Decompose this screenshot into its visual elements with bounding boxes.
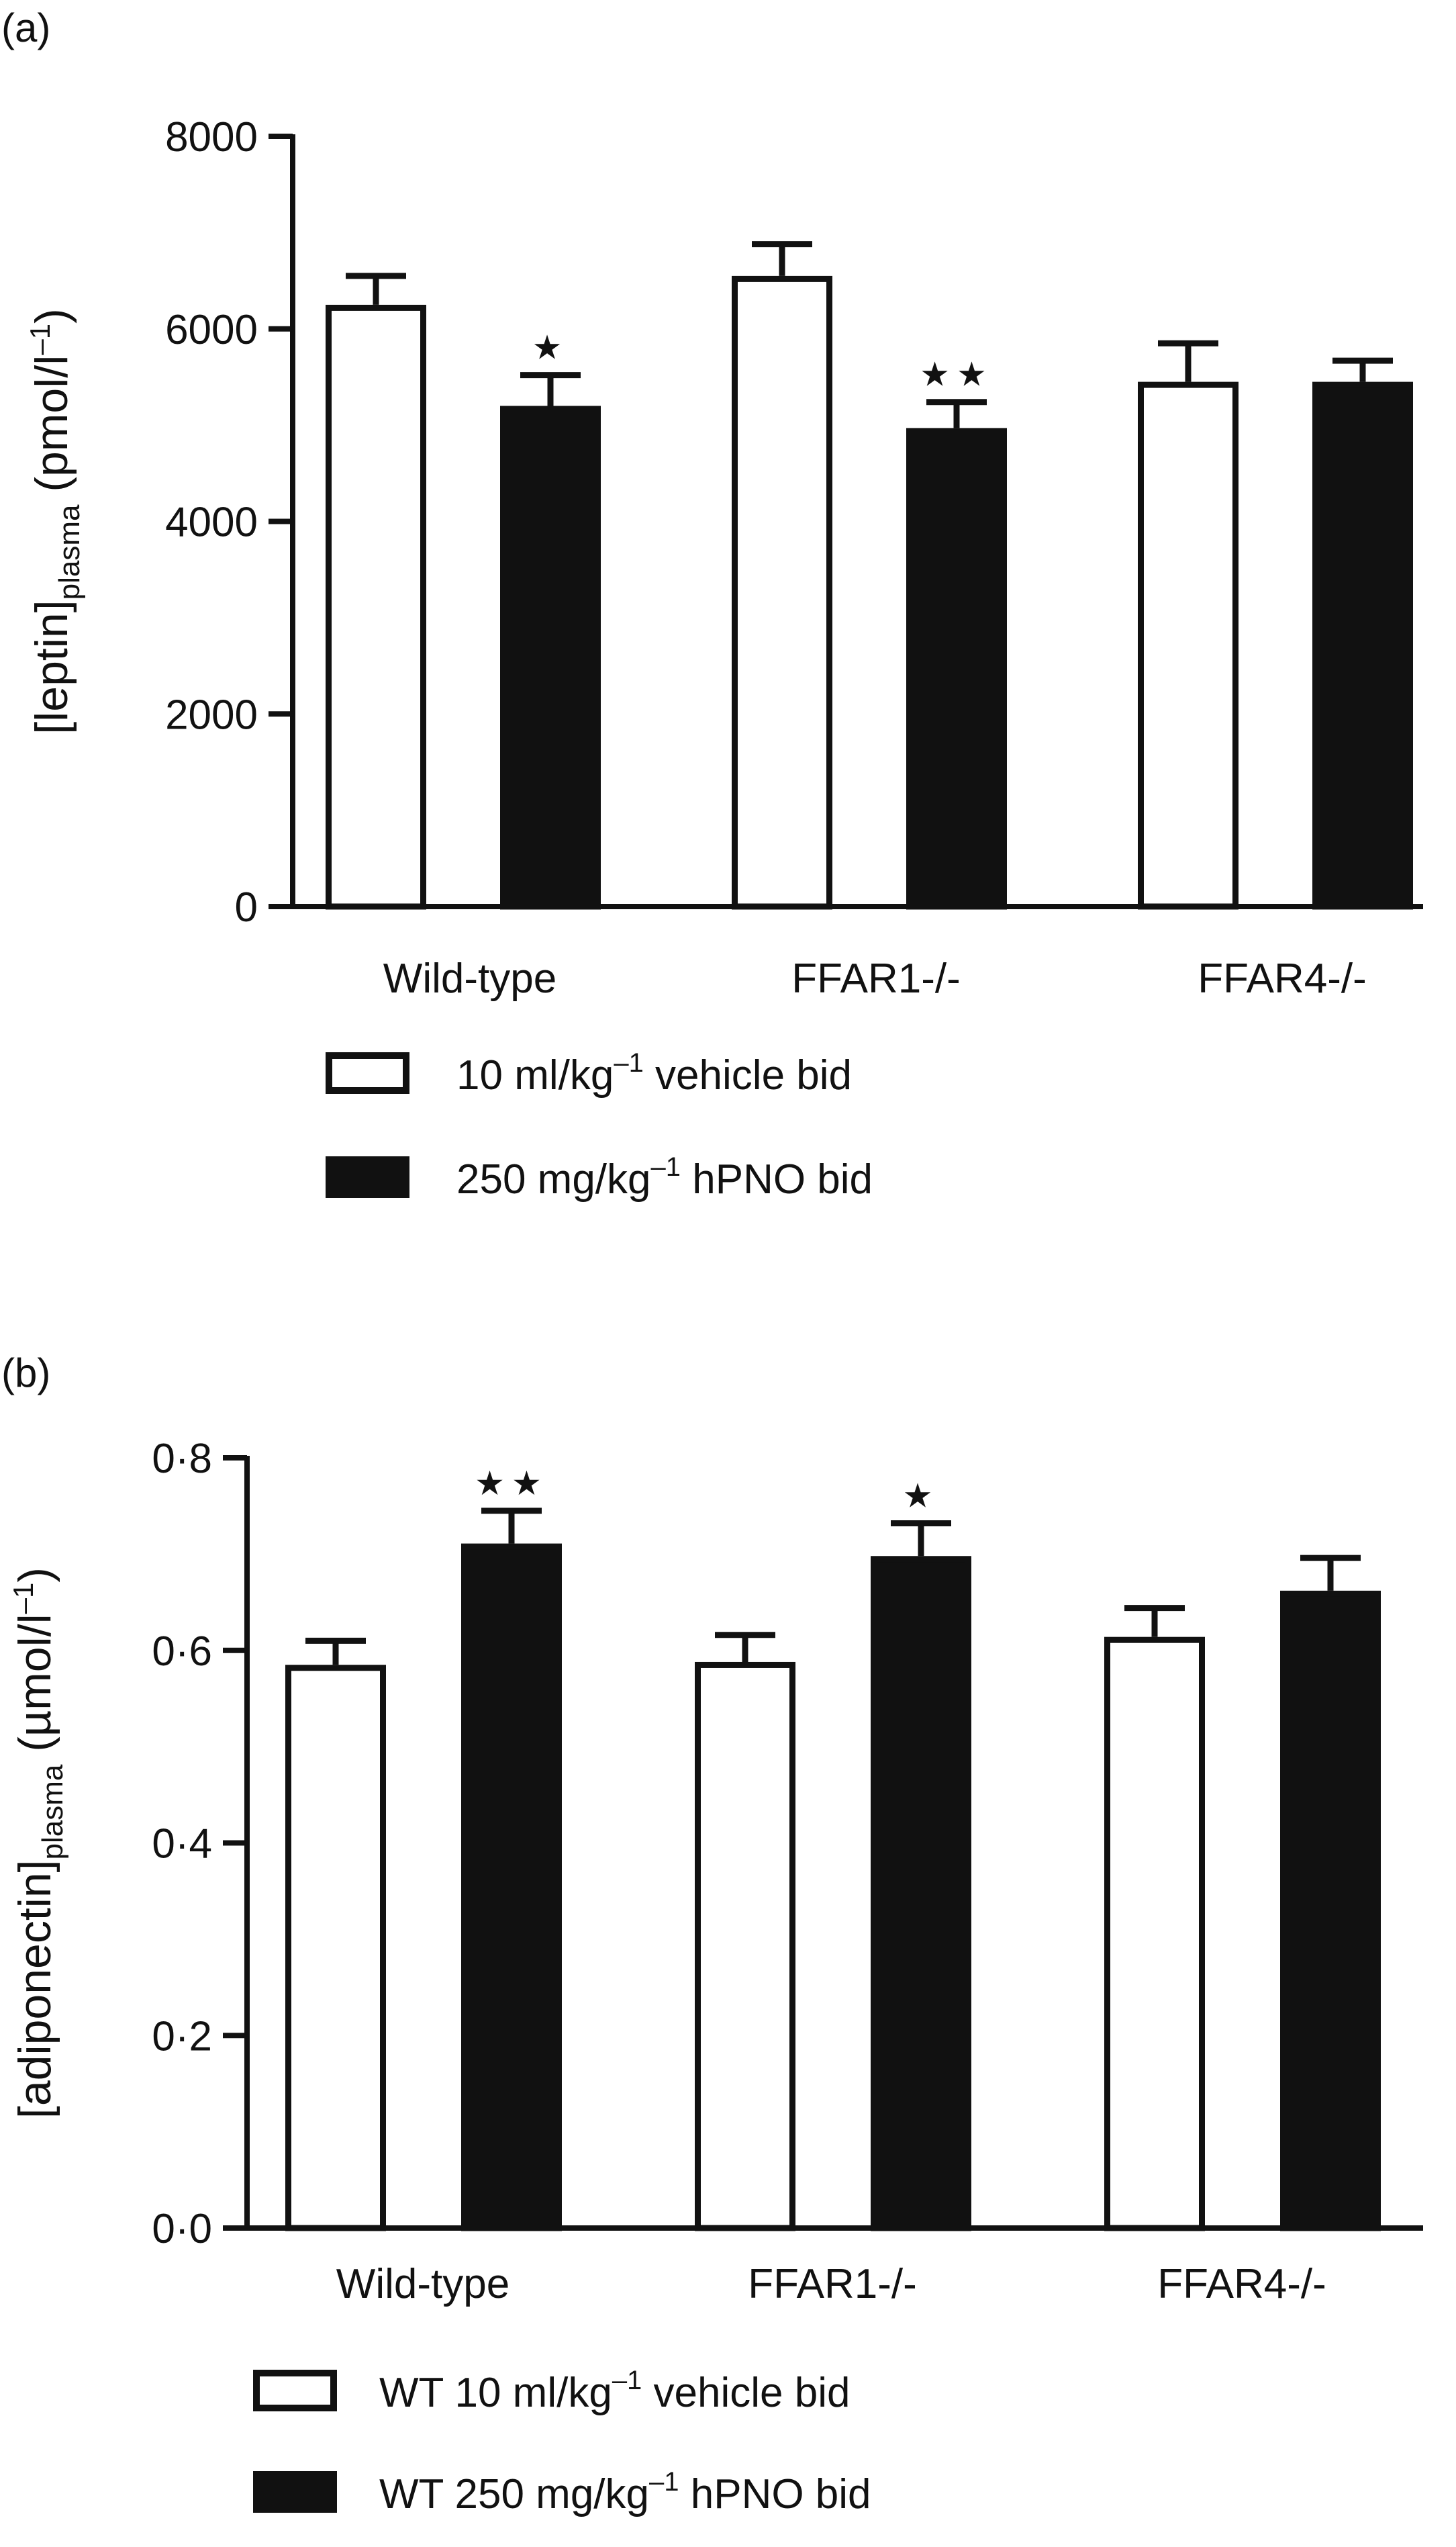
bar-open	[285, 1665, 386, 2231]
y-tick-label: 4000	[165, 500, 258, 546]
significance-star: ★	[903, 1476, 940, 1515]
y-axis-title: [leptin]plasma (pmol/l–1)	[24, 308, 86, 735]
legend-label-suffix: hPNO bid	[681, 1156, 873, 1203]
legend-swatch-filled	[326, 1156, 409, 1198]
x-category-label: Wild-type	[336, 2261, 509, 2307]
y-axis-title-main: [leptin]	[26, 600, 77, 734]
legend-label-prefix: 250 mg/kg	[456, 1156, 651, 1203]
y-axis-title-unit: (µmol/l	[9, 1614, 60, 1764]
chart-panel-a: (a) 0 2000 4000 6000 8000 [leptin]plasma (pmol…	[1, 5, 1423, 1203]
panel-label: (a)	[1, 5, 50, 50]
y-axis-title-unit-close: )	[9, 1567, 60, 1583]
bar-open	[326, 304, 426, 910]
bar-filled	[1312, 381, 1413, 910]
y-tick-label: 0·8	[152, 1436, 212, 1482]
legend-label-suffix: hPNO bid	[679, 2471, 871, 2517]
y-tick-label: 0·6	[152, 1628, 212, 1675]
significance-star: ★★	[920, 355, 993, 394]
y-tick-label: 0·0	[152, 2206, 212, 2252]
y-tick-label: 8000	[165, 114, 258, 160]
legend-label-sup: –1	[651, 1152, 681, 1182]
y-tick-label: 0·2	[152, 2013, 212, 2059]
legend-label-suffix: vehicle bid	[642, 2370, 850, 2416]
bar-open	[732, 275, 832, 910]
legend-label: 10 ml/kg–1 vehicle bid	[456, 1048, 852, 1099]
legend-label: 250 mg/kg–1 hPNO bid	[456, 1152, 873, 1203]
significance-star: ★★	[475, 1464, 548, 1503]
legend-label-prefix: WT 10 ml/kg	[379, 2370, 612, 2416]
bar-filled	[906, 428, 1007, 910]
legend-label-suffix: vehicle bid	[644, 1052, 852, 1099]
x-category-label: FFAR4-/-	[1157, 2261, 1326, 2307]
y-axis-title-subscript: plasma	[36, 1764, 69, 1859]
bar-open	[1138, 381, 1239, 910]
y-axis-title-main: [adiponectin]	[9, 1859, 60, 2119]
y-axis-title-unit-sup: –1	[7, 1583, 39, 1614]
legend-label: WT 250 mg/kg–1 hPNO bid	[379, 2467, 871, 2517]
x-category-label: FFAR1-/-	[791, 956, 960, 1002]
legend-label-sup: –1	[649, 2467, 679, 2497]
legend-swatch-open	[253, 2370, 337, 2411]
bar-filled	[500, 406, 601, 910]
y-axis-title-unit-close: )	[26, 308, 77, 324]
chart-panel-b: (b) 0·0 0·2 0·4 0·6 0·8 [adiponectin]plasma (µ…	[1, 1350, 1423, 2517]
y-axis-title: [adiponectin]plasma (µmol/l–1)	[7, 1567, 69, 2119]
y-axis-title-unit-sup: –1	[24, 324, 56, 355]
y-tick-label: 0·4	[152, 1821, 212, 1867]
legend-label-sup: –1	[614, 1048, 644, 1078]
bar-filled	[871, 1556, 971, 2231]
legend-swatch-open	[326, 1052, 409, 1094]
bar-filled	[1280, 1590, 1381, 2231]
y-tick-label: 6000	[165, 307, 258, 353]
bar-open	[1104, 1636, 1205, 2231]
significance-star: ★	[532, 328, 569, 367]
panel-label: (b)	[1, 1350, 50, 1395]
legend-label-prefix: 10 ml/kg	[456, 1052, 614, 1099]
x-category-label: Wild-type	[383, 956, 556, 1002]
legend-label-sup: –1	[612, 2366, 642, 2395]
bar-filled	[461, 1543, 562, 2231]
legend-swatch-filled	[253, 2471, 337, 2513]
y-axis-title-unit: (pmol/l	[26, 355, 77, 505]
y-tick-label: 2000	[165, 692, 258, 738]
legend-label-prefix: WT 250 mg/kg	[379, 2471, 649, 2517]
bar-open	[695, 1661, 795, 2231]
legend-label: WT 10 ml/kg–1 vehicle bid	[379, 2366, 851, 2416]
x-category-label: FFAR1-/-	[748, 2261, 916, 2307]
y-axis-title-subscript: plasma	[53, 504, 86, 600]
y-tick-label: 0	[235, 884, 258, 931]
x-category-label: FFAR4-/-	[1198, 956, 1366, 1002]
